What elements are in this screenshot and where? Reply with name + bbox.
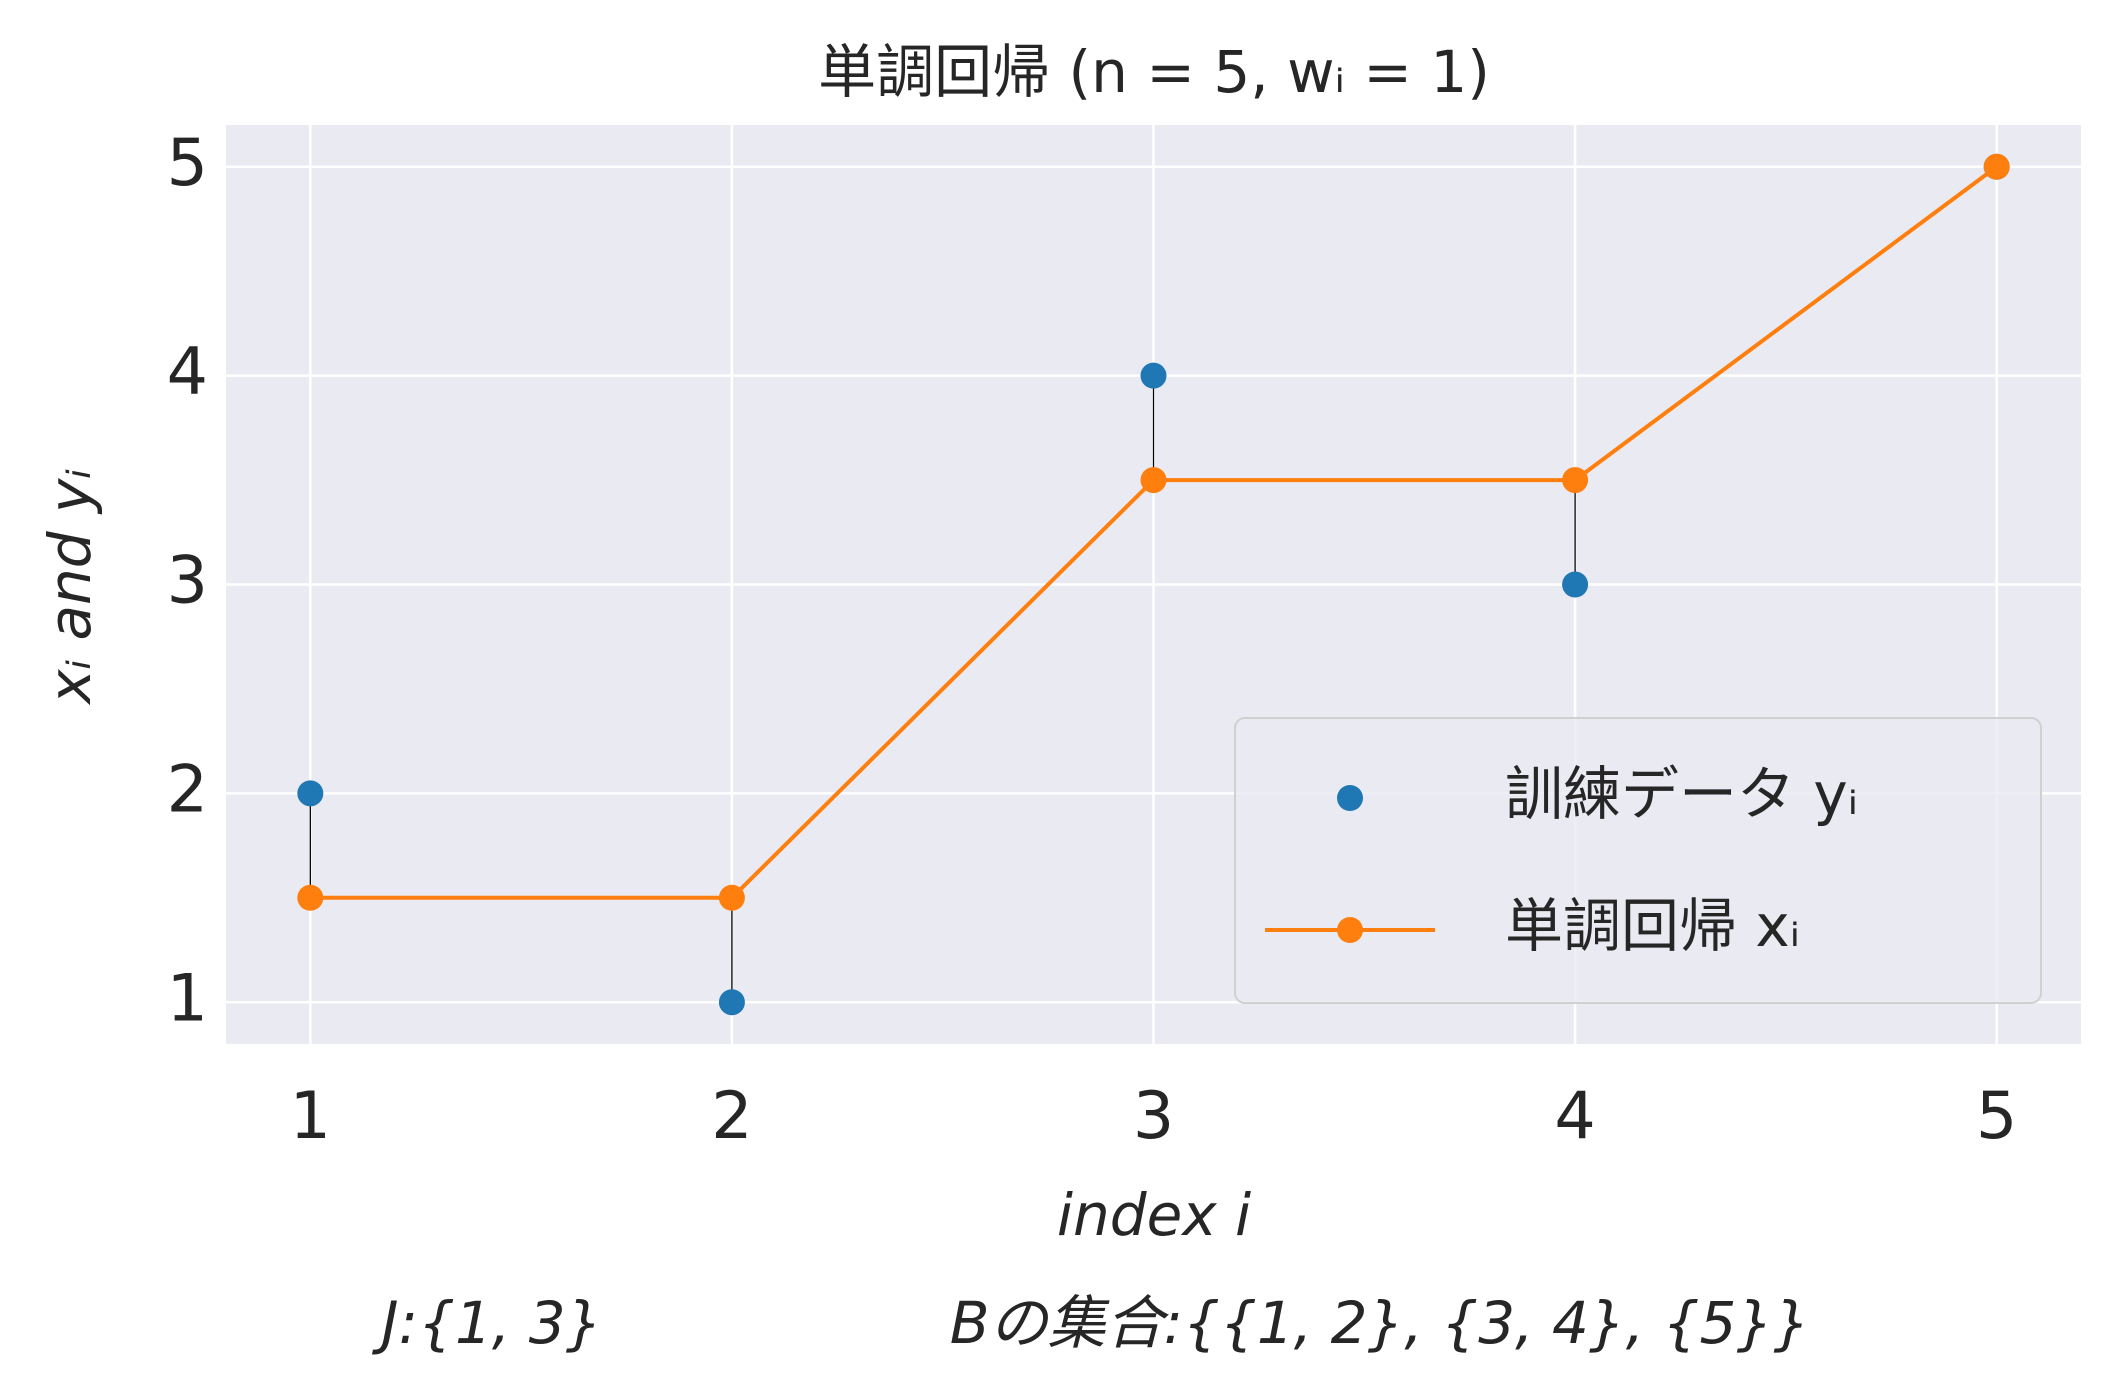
marker (718, 884, 745, 911)
x-tick-label: 1 (290, 1079, 331, 1154)
marker (297, 780, 324, 807)
y-tick-label: 5 (167, 126, 208, 201)
legend-marker (1337, 785, 1363, 811)
marker (1983, 153, 2010, 180)
annotation: J:{1, 3} (371, 1289, 602, 1357)
legend-marker (1337, 917, 1363, 943)
legend-label: 単調回帰 xᵢ (1505, 892, 1800, 960)
y-tick-label: 3 (167, 544, 208, 619)
x-tick-label: 2 (711, 1079, 752, 1154)
legend-box (1234, 717, 2042, 1004)
x-tick-label: 4 (1554, 1079, 1595, 1154)
marker (718, 989, 745, 1016)
x-tick-label: 3 (1133, 1079, 1174, 1154)
marker (1562, 571, 1589, 598)
x-tick-label: 5 (1976, 1079, 2017, 1154)
y-tick-label: 4 (167, 335, 208, 410)
chart-title: 単調回帰 (n = 5, wᵢ = 1) (818, 38, 1490, 106)
marker (1140, 362, 1167, 389)
marker (1140, 467, 1167, 494)
y-tick-label: 1 (167, 961, 208, 1036)
legend-label: 訓練データ yᵢ (1505, 760, 1858, 828)
annotation: Bの集合:{{1, 2}, {3, 4}, {5}} (950, 1289, 1811, 1357)
marker (297, 884, 324, 911)
x-axis-label: index i (1057, 1181, 1251, 1249)
y-axis-label: xᵢ and yᵢ (36, 468, 104, 705)
marker (1562, 467, 1589, 494)
y-tick-label: 2 (167, 752, 208, 827)
